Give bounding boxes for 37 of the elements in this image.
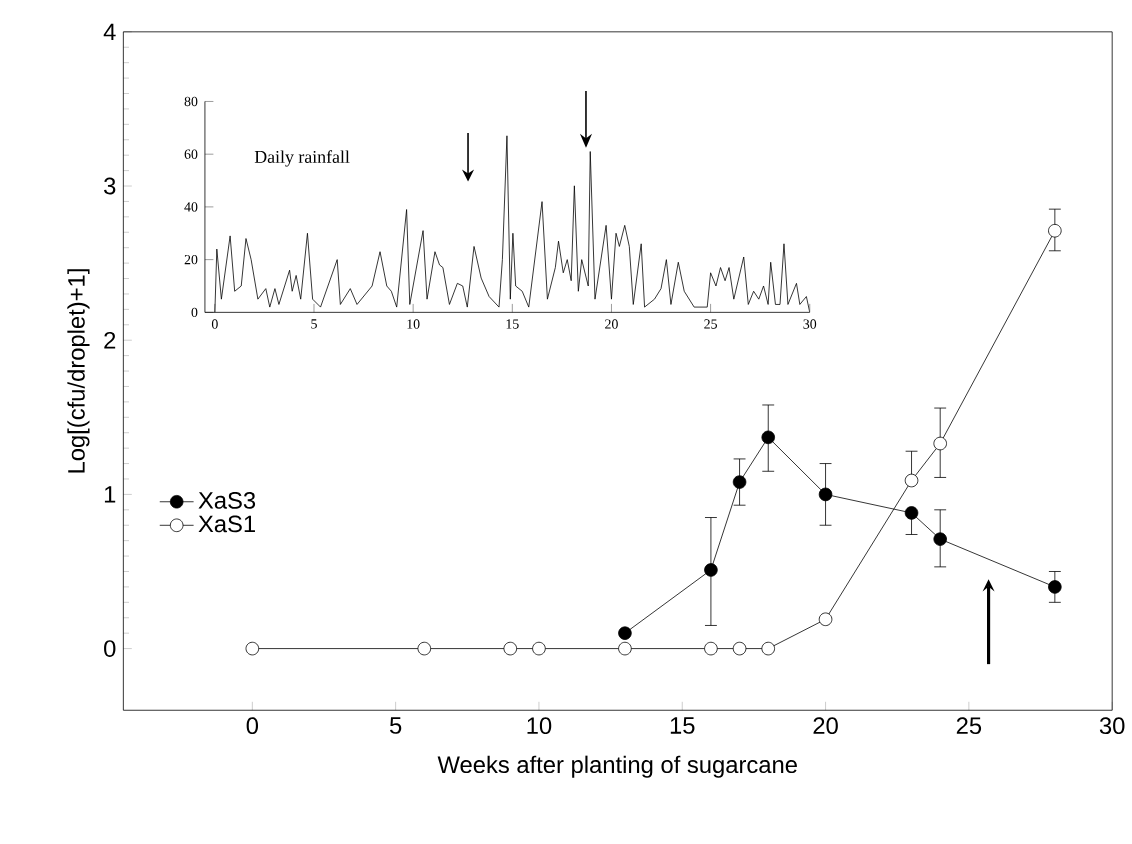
- x-tick-label: 25: [956, 717, 982, 735]
- point: [818, 612, 833, 627]
- point: [704, 563, 718, 577]
- point: [933, 532, 947, 547]
- x-tick-label: 15: [670, 717, 695, 735]
- x-tick-label: 10: [527, 717, 552, 735]
- point: [245, 642, 260, 656]
- legend-label: XaS1: [198, 515, 255, 533]
- point: [904, 506, 919, 520]
- point: [1048, 580, 1062, 594]
- point: [732, 642, 747, 656]
- y-tick-label: 3: [104, 177, 116, 195]
- text: Daily rainfall: [254, 150, 350, 167]
- x-tick-label: 20: [813, 717, 838, 735]
- point: [933, 437, 947, 451]
- point: [704, 642, 718, 656]
- point: [532, 642, 546, 656]
- legend-label: XaS3: [198, 492, 256, 510]
- y-tick-label: 4: [103, 23, 116, 41]
- x-axis-title: Weeks after planting of sugarcane: [437, 755, 797, 779]
- y-tick-label: 2: [104, 332, 116, 349]
- y-tick-label: 1: [104, 486, 116, 503]
- point: [818, 487, 833, 502]
- x-tick-label: 0: [246, 717, 259, 735]
- point: [503, 642, 518, 656]
- x-tick-label: 5: [389, 717, 402, 735]
- point: [618, 626, 632, 641]
- y-tick-label: 0: [104, 640, 116, 658]
- y-axis-title: Log[(cfu/droplet)+1]: [67, 269, 90, 473]
- point: [904, 474, 919, 488]
- point: [417, 642, 432, 656]
- point: [761, 430, 775, 445]
- point: [732, 475, 747, 490]
- x-tick-label: 30: [1099, 717, 1125, 735]
- point: [618, 642, 632, 656]
- point: [1048, 224, 1062, 238]
- point: [761, 642, 775, 656]
